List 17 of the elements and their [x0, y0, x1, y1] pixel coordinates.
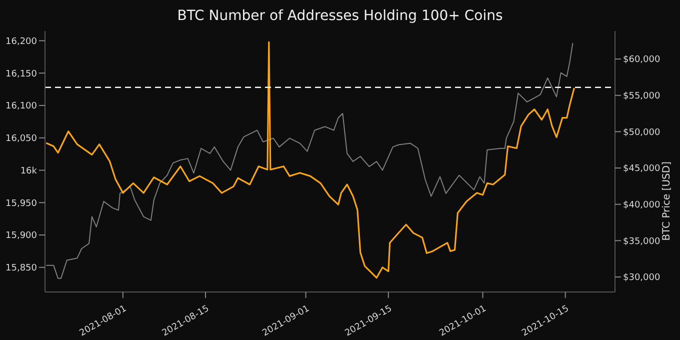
y2-tick-label: $55,000	[623, 92, 660, 102]
y2-tick-label: $40,000	[623, 200, 660, 211]
y-tick-label: 16,100	[6, 102, 38, 112]
y2-tick-label: $50,000	[623, 128, 660, 138]
y2-tick-label: $30,000	[623, 273, 660, 284]
y-tick-label: 16k	[20, 166, 38, 176]
y2-tick-label: $35,000	[623, 236, 660, 247]
y2-tick-label: $60,000	[623, 55, 660, 66]
chart-title: BTC Number of Addresses Holding 100+ Coins	[176, 8, 504, 24]
y-tick-label: 16,150	[6, 69, 38, 80]
y-tick-label: 15,950	[6, 198, 38, 209]
y-tick-label: 15,850	[6, 264, 38, 274]
y2-tick-label: $45,000	[623, 164, 660, 174]
y-tick-label: 16,050	[6, 134, 38, 144]
y2-axis-title: BTC Price [USD]	[662, 161, 673, 241]
y-tick-label: 15,900	[6, 231, 38, 242]
y-tick-label: 16,200	[6, 36, 38, 47]
